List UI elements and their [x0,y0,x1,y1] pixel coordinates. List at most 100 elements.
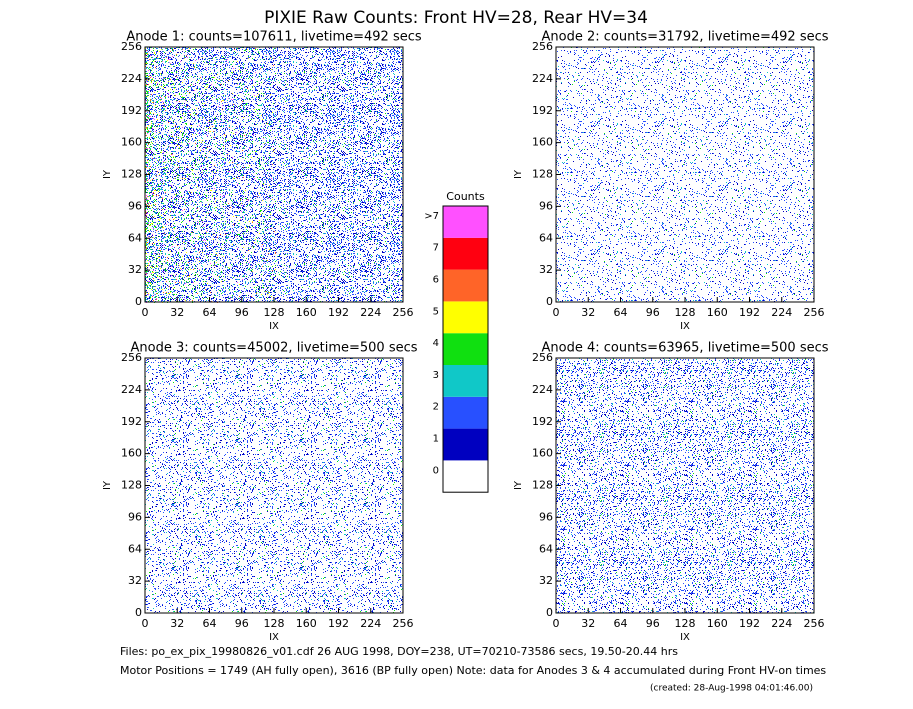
speck [234,178,235,179]
speck [186,124,187,125]
speck [150,100,151,101]
speck [254,227,255,228]
speck [175,140,176,141]
speck [165,262,166,263]
speck [212,58,213,59]
speck [163,79,164,80]
speck [168,93,169,94]
speck [171,84,172,85]
speck [272,270,273,271]
speck [257,81,258,82]
speck [240,199,241,200]
speck [170,241,171,242]
speck [165,97,166,98]
speck [165,78,166,79]
speck [156,150,157,151]
speck [182,141,183,142]
speck [270,267,271,268]
speck [158,245,159,246]
speck [243,193,244,194]
speck [189,50,190,51]
speck [187,167,188,168]
speck [177,179,178,180]
speck [147,99,148,100]
speck [165,241,166,242]
speck [146,116,147,117]
speck [166,224,167,225]
speck [164,67,165,68]
speck [196,65,197,66]
speck [158,257,159,258]
speck [202,103,203,104]
speck [198,216,199,217]
speck [148,130,149,131]
speck [251,280,252,281]
speck [227,230,228,231]
speck [183,242,184,243]
speck [271,224,272,225]
speck [217,99,218,100]
speck [156,135,157,136]
speck [255,151,256,152]
speck [146,96,147,97]
speck [226,237,227,238]
speck [168,90,169,91]
speck [159,145,160,146]
speck [220,119,221,120]
speck [240,208,241,209]
speck [209,105,210,106]
speck [153,102,154,103]
speck [160,218,161,219]
speck [170,300,171,301]
speck [171,116,172,117]
speck [240,244,241,245]
speck [172,72,173,73]
speck [169,219,170,220]
speck [232,113,233,114]
speck [171,153,172,154]
speck [159,132,160,133]
speck [259,222,260,223]
speck [189,278,190,279]
speck [166,57,167,58]
speck [184,236,185,237]
speck [165,268,166,269]
speck [156,96,157,97]
speck [183,274,184,275]
speck [164,134,165,135]
speck [212,97,213,98]
speck [271,69,272,70]
speck [265,291,266,292]
speck [161,263,162,264]
speck [230,54,231,55]
speck [147,63,148,64]
speck [224,162,225,163]
speck [185,239,186,240]
speck [168,293,169,294]
speck [146,148,147,149]
speck [212,181,213,182]
speck [159,279,160,280]
speck [199,140,200,141]
speck [260,131,261,132]
speck [247,205,248,206]
speck [178,112,179,113]
speck [212,219,213,220]
speck [261,294,262,295]
speck [181,197,182,198]
speck [175,160,176,161]
speck [180,114,181,115]
speck [150,229,151,230]
speck [146,128,147,129]
speck [186,100,187,101]
speck [202,57,203,58]
speck [198,276,199,277]
speck [236,141,237,142]
speck [252,226,253,227]
speck [232,295,233,296]
speck [152,174,153,175]
speck [191,211,192,212]
speck [205,161,206,162]
speck [156,261,157,262]
speck [156,298,157,299]
